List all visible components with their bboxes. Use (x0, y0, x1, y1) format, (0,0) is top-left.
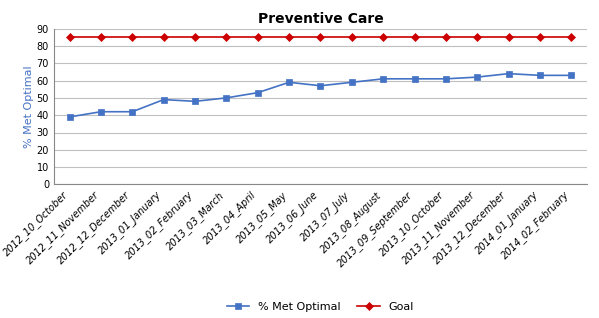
Title: Preventive Care: Preventive Care (258, 12, 383, 26)
Y-axis label: % Met Optimal: % Met Optimal (24, 65, 34, 148)
Legend: % Met Optimal, Goal: % Met Optimal, Goal (227, 302, 414, 312)
